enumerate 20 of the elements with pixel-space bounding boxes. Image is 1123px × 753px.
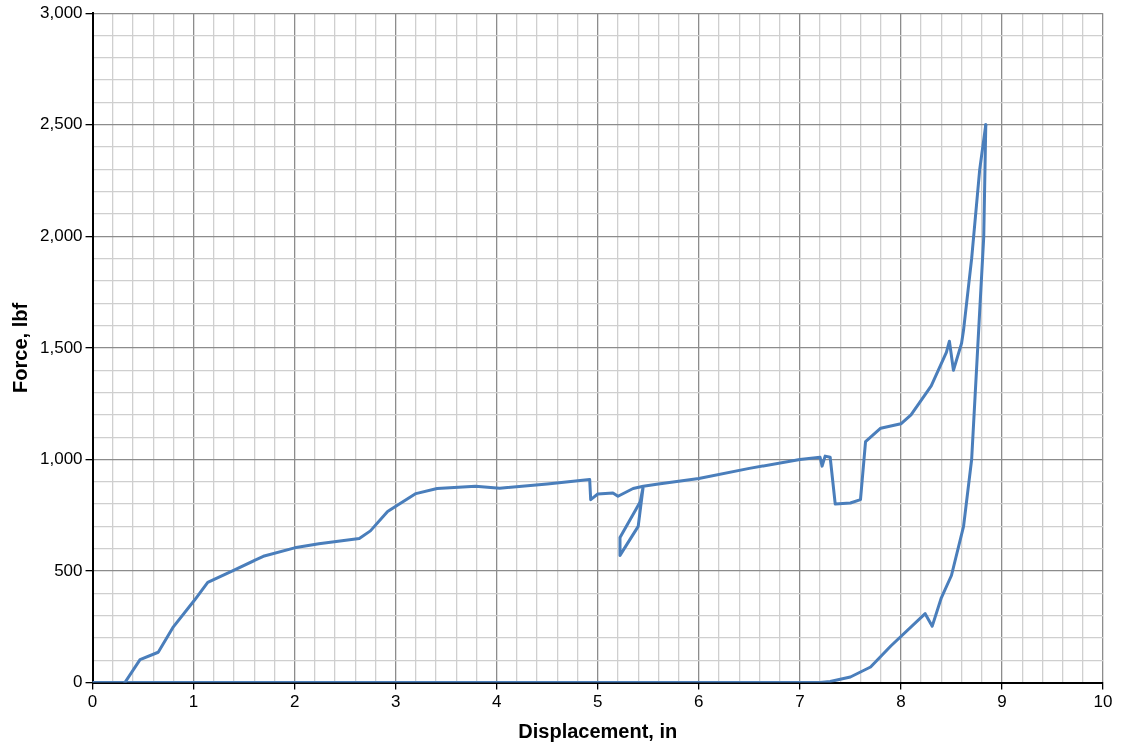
y-tick-label: 500 xyxy=(54,560,83,580)
x-tick-label: 8 xyxy=(896,692,906,712)
y-tick-label: 1,500 xyxy=(39,337,83,357)
x-tick-label: 6 xyxy=(694,692,704,712)
x-tick-label: 7 xyxy=(795,692,805,712)
y-axis-title: Force, lbf xyxy=(8,302,31,393)
x-tick-label: 3 xyxy=(390,692,401,712)
y-tick-label: 2,000 xyxy=(39,226,83,246)
x-tick-label: 0 xyxy=(87,692,98,712)
x-tick-label: 10 xyxy=(1093,692,1113,712)
x-tick-label: 2 xyxy=(289,692,300,712)
y-tick-label: 1,000 xyxy=(39,449,83,469)
x-tick-label: 1 xyxy=(188,692,199,712)
y-tick-label: 0 xyxy=(73,672,83,692)
x-tick-label: 4 xyxy=(491,692,502,712)
x-tick-label: 9 xyxy=(997,692,1007,712)
y-tick-label: 2,500 xyxy=(39,114,83,134)
x-axis-title: Displacement, in xyxy=(518,719,678,742)
y-tick-label: 3,000 xyxy=(39,2,83,22)
x-tick-label: 5 xyxy=(593,692,603,712)
